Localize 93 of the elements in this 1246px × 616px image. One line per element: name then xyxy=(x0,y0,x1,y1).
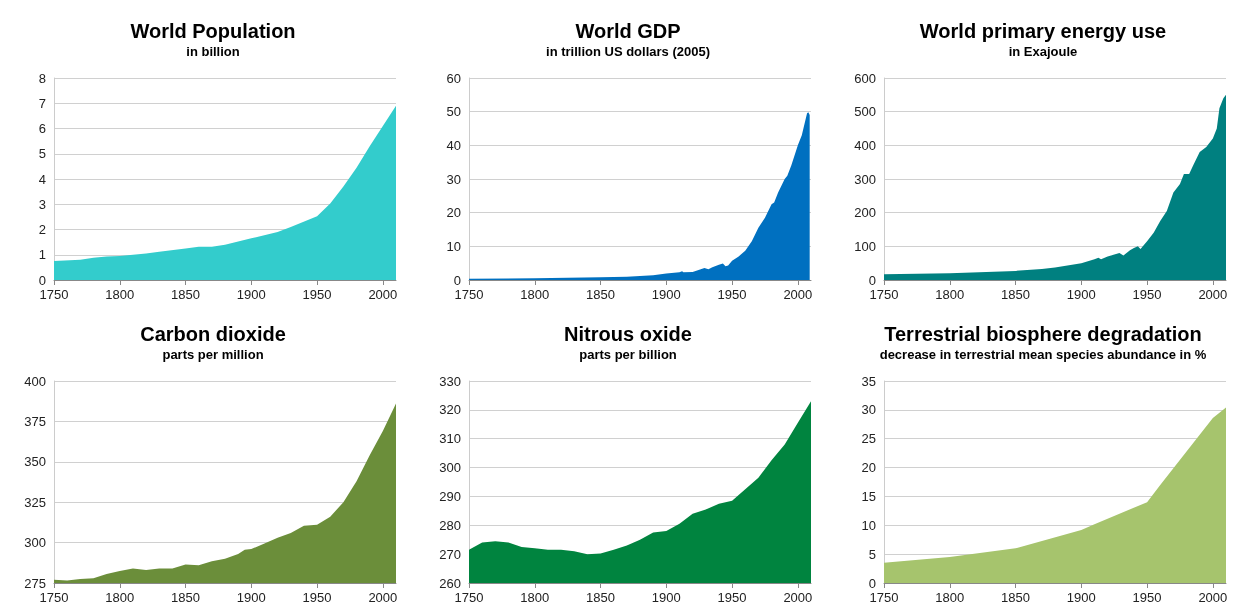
x-tick-label: 2000 xyxy=(1198,287,1228,302)
y-tick-label: 0 xyxy=(38,272,46,288)
x-tick-label: 2000 xyxy=(1198,590,1228,605)
y-tick-label: 600 xyxy=(854,70,876,86)
y-tick-label: 325 xyxy=(24,494,46,510)
chart-title: Carbon dioxide xyxy=(140,323,286,345)
x-tick-label: 2000 xyxy=(368,287,398,302)
x-tick-label: 1750 xyxy=(454,590,484,605)
x-tick-label: 1750 xyxy=(869,287,899,302)
chart-title: World GDP xyxy=(575,20,681,42)
y-tick-label: 7 xyxy=(38,95,46,111)
x-tick-label: 1750 xyxy=(869,590,899,605)
y-tick-label: 4 xyxy=(38,171,46,187)
chart-subtitle: parts per million xyxy=(162,347,264,362)
y-tick-label: 300 xyxy=(24,535,46,551)
x-tick-label: 1900 xyxy=(651,287,681,302)
y-tick-label: 25 xyxy=(861,431,876,447)
y-tick-label: 400 xyxy=(24,373,46,389)
y-tick-label: 300 xyxy=(439,460,461,476)
x-tick-label: 1800 xyxy=(935,590,965,605)
x-tick-label: 1850 xyxy=(171,287,200,302)
x-tick-label: 1850 xyxy=(586,287,615,302)
y-tick-label: 100 xyxy=(854,238,876,254)
chart-title: World primary energy use xyxy=(919,20,1167,42)
x-tick-label: 1750 xyxy=(39,287,69,302)
x-tick-label: 1850 xyxy=(171,590,200,605)
y-tick-label: 0 xyxy=(868,272,876,288)
y-tick-label: 6 xyxy=(38,121,46,136)
y-tick-label: 260 xyxy=(439,575,461,591)
y-tick-label: 50 xyxy=(446,104,461,120)
y-tick-label: 280 xyxy=(439,517,461,533)
y-tick-label: 400 xyxy=(854,137,876,153)
y-tick-label: 300 xyxy=(854,171,876,187)
x-tick-label: 1950 xyxy=(717,590,747,605)
x-tick-label: 1750 xyxy=(39,590,69,605)
y-tick-label: 0 xyxy=(453,272,461,288)
x-tick-label: 1950 xyxy=(717,287,747,302)
y-tick-label: 40 xyxy=(446,137,461,153)
chart-subtitle: in Exajoule xyxy=(1008,44,1078,59)
y-tick-label: 310 xyxy=(439,431,461,447)
y-tick-label: 20 xyxy=(446,205,461,221)
x-tick-label: 1800 xyxy=(520,287,550,302)
x-tick-label: 1800 xyxy=(105,287,135,302)
y-tick-label: 10 xyxy=(861,517,876,533)
y-tick-label: 30 xyxy=(446,171,461,187)
y-tick-label: 35 xyxy=(861,373,876,389)
y-tick-label: 330 xyxy=(439,373,461,389)
x-tick-label: 1950 xyxy=(302,590,332,605)
y-tick-label: 375 xyxy=(24,413,46,429)
x-tick-label: 1900 xyxy=(1066,590,1096,605)
x-tick-label: 1850 xyxy=(1001,590,1030,605)
y-tick-label: 15 xyxy=(861,488,876,504)
x-tick-label: 2000 xyxy=(368,590,398,605)
y-tick-label: 10 xyxy=(446,238,461,254)
y-tick-label: 8 xyxy=(38,70,46,86)
y-tick-label: 500 xyxy=(854,104,876,120)
x-tick-label: 1800 xyxy=(520,590,550,605)
x-tick-label: 1900 xyxy=(1066,287,1096,302)
y-tick-label: 350 xyxy=(24,454,46,470)
y-tick-label: 275 xyxy=(24,575,46,591)
x-tick-label: 2000 xyxy=(783,287,813,302)
y-tick-label: 20 xyxy=(861,460,876,476)
y-tick-label: 1 xyxy=(38,247,46,263)
x-tick-label: 2000 xyxy=(783,590,813,605)
chart-subtitle: decrease in terrestrial mean species abundance in % xyxy=(879,347,1207,362)
y-tick-label: 320 xyxy=(439,402,461,418)
y-tick-label: 2 xyxy=(38,222,46,237)
x-tick-label: 1800 xyxy=(935,287,965,302)
x-tick-label: 1850 xyxy=(1001,287,1030,302)
x-tick-label: 1900 xyxy=(651,590,681,605)
y-tick-label: 30 xyxy=(861,402,876,418)
chart-subtitle: in trillion US dollars (2005) xyxy=(546,44,710,59)
x-tick-label: 1800 xyxy=(105,590,135,605)
y-tick-label: 60 xyxy=(446,70,461,86)
y-tick-label: 5 xyxy=(38,146,46,162)
y-tick-label: 3 xyxy=(38,196,46,212)
x-tick-label: 1950 xyxy=(302,287,332,302)
y-tick-label: 0 xyxy=(868,575,876,591)
x-tick-label: 1750 xyxy=(454,287,484,302)
chart-title: World Population xyxy=(130,20,296,42)
y-tick-label: 5 xyxy=(868,546,876,562)
chart-subtitle: parts per billion xyxy=(579,347,677,362)
x-tick-label: 1900 xyxy=(236,590,266,605)
y-tick-label: 200 xyxy=(854,205,876,221)
chart-title: Nitrous oxide xyxy=(564,323,692,345)
y-tick-label: 270 xyxy=(439,546,461,562)
chart-subtitle: in billion xyxy=(186,44,240,59)
chart-title: Terrestrial biosphere degradation xyxy=(884,323,1202,345)
x-tick-label: 1950 xyxy=(1132,287,1162,302)
y-tick-label: 290 xyxy=(439,488,461,504)
x-tick-label: 1850 xyxy=(586,590,615,605)
x-tick-label: 1950 xyxy=(1132,590,1162,605)
x-tick-label: 1900 xyxy=(236,287,266,302)
